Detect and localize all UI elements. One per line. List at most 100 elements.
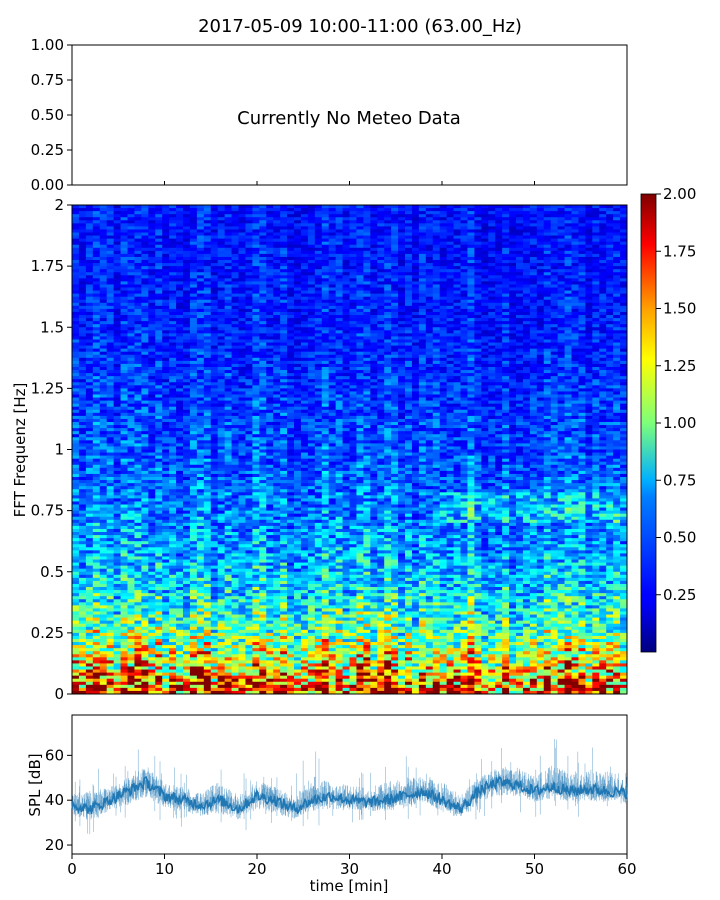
- heatmap-cell: [488, 379, 496, 383]
- heatmap-cell: [99, 354, 108, 359]
- heatmap-cell: [467, 247, 475, 252]
- heatmap-cell: [613, 379, 621, 383]
- heatmap-cell: [300, 296, 309, 301]
- heatmap-cell: [78, 351, 87, 356]
- heatmap-cell: [356, 327, 364, 331]
- heatmap-cell: [550, 275, 559, 279]
- heatmap-cell: [342, 351, 350, 356]
- heatmap-cell: [564, 327, 572, 331]
- heatmap-cell: [85, 238, 94, 243]
- heatmap-cell: [113, 241, 121, 246]
- heatmap-cell: [203, 324, 212, 328]
- heatmap-cell: [502, 348, 510, 353]
- heatmap-cell: [405, 360, 413, 365]
- heatmap-cell: [398, 275, 406, 279]
- heatmap-cell: [72, 308, 80, 313]
- heatmap-cell: [585, 278, 593, 282]
- heatmap-cell: [294, 302, 302, 307]
- heatmap-cell: [425, 336, 434, 340]
- heatmap-cell: [113, 366, 121, 371]
- heatmap-cell: [259, 223, 267, 227]
- heatmap-cell: [328, 220, 337, 224]
- heatmap-cell: [266, 354, 274, 359]
- heatmap-cell: [405, 214, 413, 218]
- heatmap-cell: [467, 388, 475, 392]
- heatmap-cell: [120, 321, 128, 325]
- heatmap-cell: [391, 391, 399, 395]
- heatmap-cell: [516, 217, 524, 221]
- heatmap-cell: [183, 321, 191, 325]
- heatmap-cell: [300, 345, 309, 350]
- heatmap-cell: [578, 284, 586, 288]
- heatmap-cell: [529, 232, 538, 236]
- heatmap-cell: [502, 220, 510, 224]
- heatmap-cell: [446, 302, 454, 307]
- heatmap-cell: [349, 388, 357, 392]
- heatmap-cell: [488, 333, 496, 337]
- heatmap-cell: [300, 272, 309, 276]
- heatmap-cell: [536, 382, 545, 386]
- heatmap-cell: [280, 266, 288, 270]
- heatmap-cell: [529, 211, 538, 215]
- heatmap-cell: [398, 278, 406, 282]
- heatmap-cell: [176, 351, 184, 356]
- heatmap-cell: [592, 330, 600, 334]
- heatmap-cell: [120, 363, 128, 368]
- heatmap-cell: [113, 232, 121, 236]
- heatmap-cell: [238, 296, 246, 301]
- heatmap-cell: [564, 281, 572, 285]
- heatmap-cell: [106, 284, 115, 288]
- heatmap-cell: [335, 308, 343, 313]
- heatmap-cell: [377, 360, 385, 365]
- heatmap-cell: [231, 315, 239, 319]
- heatmap-cell: [405, 348, 413, 353]
- heatmap-cell: [620, 360, 628, 365]
- heatmap-cell: [148, 217, 156, 221]
- heatmap-cell: [183, 241, 191, 246]
- heatmap-cell: [522, 351, 531, 356]
- heatmap-cell: [259, 235, 267, 240]
- heatmap-cell: [509, 244, 517, 249]
- heatmap-cell: [183, 253, 191, 258]
- heatmap-cell: [85, 229, 94, 233]
- heatmap-cell: [245, 348, 253, 353]
- heatmap-cell: [488, 244, 496, 249]
- heatmap-cell: [300, 223, 309, 227]
- heatmap-cell: [474, 290, 482, 295]
- heatmap-cell: [370, 214, 378, 218]
- heatmap-cell: [231, 360, 239, 365]
- heatmap-cell: [266, 330, 274, 334]
- heatmap-cell: [245, 373, 253, 377]
- heatmap-cell: [405, 345, 413, 350]
- heatmap-cell: [231, 205, 239, 209]
- heatmap-cell: [460, 275, 468, 279]
- heatmap-cell: [217, 260, 226, 264]
- heatmap-cell: [300, 315, 309, 319]
- heatmap-cell: [529, 311, 538, 316]
- heatmap-cell: [405, 275, 413, 279]
- heatmap-cell: [231, 388, 239, 392]
- heatmap-cell: [571, 360, 579, 365]
- heatmap-cell: [425, 299, 434, 304]
- heatmap-cell: [481, 305, 489, 310]
- heatmap-cell: [307, 354, 316, 359]
- heatmap-cell: [613, 253, 621, 258]
- heatmap-cell: [113, 363, 121, 368]
- heatmap-cell: [224, 330, 232, 334]
- heatmap-cell: [99, 379, 108, 383]
- heatmap-cell: [238, 302, 246, 307]
- heatmap-cell: [224, 256, 232, 261]
- heatmap-cell: [467, 345, 475, 350]
- heatmap-cell: [599, 321, 607, 325]
- heatmap-cell: [557, 290, 565, 295]
- heatmap-cell: [363, 339, 371, 343]
- heatmap-cell: [307, 336, 316, 340]
- heatmap-cell: [120, 376, 128, 380]
- heatmap-cell: [391, 220, 399, 224]
- heatmap-cell: [356, 354, 364, 359]
- heatmap-cell: [314, 208, 323, 212]
- heatmap-cell: [543, 253, 552, 258]
- heatmap-cell: [266, 220, 274, 224]
- heatmap-cell: [335, 360, 343, 365]
- heatmap-cell: [287, 330, 295, 334]
